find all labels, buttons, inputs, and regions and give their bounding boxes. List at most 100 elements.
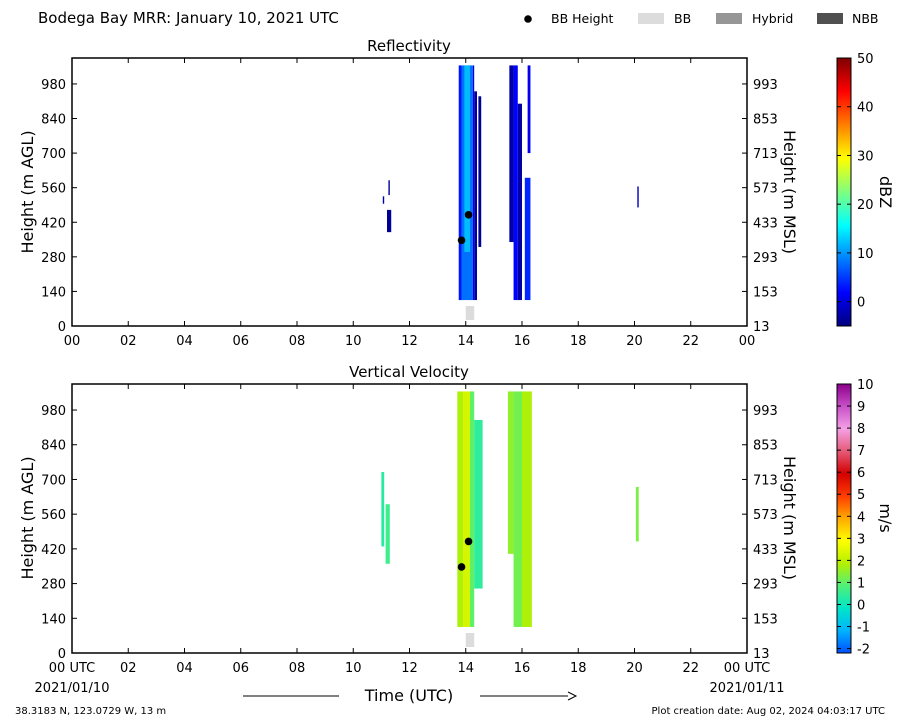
velocity-colorbar-tick-label: 4 <box>857 510 865 525</box>
reflectivity-colorbar-tick-label: 20 <box>857 198 874 213</box>
time-axis-arrowhead-icon <box>567 691 578 701</box>
velocity-y-tick-label-left: 0 <box>58 647 66 662</box>
velocity-colorbar-tick-label: 2 <box>857 554 865 569</box>
velocity-panel-title: Vertical Velocity <box>349 363 469 381</box>
velocity-y-tick-label-right: 433 <box>753 543 778 558</box>
reflectivity-y-tick-label-right: 713 <box>753 147 778 162</box>
reflectivity-y-tick-label-right: 293 <box>753 251 778 266</box>
legend: BB Height BB Hybrid NBB <box>524 11 879 26</box>
reflectivity-colorbar-tick-label: 40 <box>857 101 874 116</box>
legend-label-bb-height: BB Height <box>551 11 614 26</box>
reflectivity-x-tick-label: 22 <box>682 334 699 349</box>
velocity-x-tick-label: 02 <box>120 661 137 676</box>
velocity-x-tick-label: 14 <box>457 661 474 676</box>
reflectivity-echo-cell <box>382 196 385 204</box>
velocity-colorbar-tick-label: 8 <box>857 422 865 437</box>
velocity-y-tick-label-right: 293 <box>753 578 778 593</box>
velocity-bb-height-point <box>457 563 466 571</box>
reflectivity-echo-cell <box>472 65 475 301</box>
velocity-x-tick-label: 10 <box>345 661 362 676</box>
reflectivity-echo-cell <box>509 65 514 243</box>
velocity-x-tick-label: 00 UTC <box>724 661 770 676</box>
reflectivity-echo-cell <box>524 177 531 301</box>
velocity-echo-cell <box>462 391 470 627</box>
reflectivity-panel-title: Reflectivity <box>367 37 451 55</box>
reflectivity-plot-area <box>72 58 747 326</box>
velocity-y-tick-label-right: 993 <box>753 404 778 419</box>
end-date: 2021/01/11 <box>710 681 785 696</box>
reflectivity-left-axis-label: Height (m AGL) <box>18 130 37 253</box>
legend-label-nbb: NBB <box>852 11 879 26</box>
velocity-y-tick-label-left: 420 <box>41 543 66 558</box>
reflectivity-echo-cell <box>458 65 462 301</box>
reflectivity-x-tick-label: 00 <box>64 334 81 349</box>
reflectivity-x-tick-label: 06 <box>232 334 249 349</box>
velocity-echo-cell <box>522 391 532 627</box>
reflectivity-echo-cell <box>478 96 482 247</box>
velocity-colorbar-label: m/s <box>876 503 895 532</box>
reflectivity-y-tick-label-right: 993 <box>753 78 778 93</box>
legend-label-bb: BB <box>674 11 691 26</box>
velocity-y-tick-label-left: 980 <box>41 404 66 419</box>
velocity-x-tick-label: 16 <box>514 661 531 676</box>
reflectivity-echo-cell <box>464 65 470 252</box>
reflectivity-y-tick-label-left: 140 <box>41 285 66 300</box>
velocity-y-tick-label-left: 840 <box>41 439 66 454</box>
reflectivity-colorbar <box>836 57 852 327</box>
reflectivity-colorbar-tick-label: 30 <box>857 149 874 164</box>
velocity-colorbar <box>836 383 852 654</box>
reflectivity-x-tick-label: 04 <box>176 334 193 349</box>
velocity-echo-cell <box>469 391 475 627</box>
velocity-bb-flag <box>465 633 475 647</box>
velocity-y-tick-label-right: 713 <box>753 473 778 488</box>
reflectivity-colorbar-tick-label: 0 <box>857 296 865 311</box>
legend-swatch-nbb <box>817 13 843 24</box>
start-date: 2021/01/10 <box>35 681 110 696</box>
legend-bb-height-marker <box>524 15 532 23</box>
reflectivity-echo-cell <box>517 103 522 301</box>
velocity-colorbar-tick-label: 5 <box>857 488 865 503</box>
reflectivity-x-tick-label: 00 <box>739 334 756 349</box>
velocity-echo-cell <box>385 504 390 564</box>
reflectivity-bb-height-point <box>457 236 466 245</box>
reflectivity-y-tick-label-left: 700 <box>41 147 66 162</box>
reflectivity-y-tick-label-right: 13 <box>753 320 770 335</box>
legend-swatch-hybrid <box>716 13 742 24</box>
reflectivity-echo-cell <box>513 65 518 301</box>
station-location: 38.3183 N, 123.0729 W, 13 m <box>15 706 166 717</box>
velocity-y-tick-label-right: 853 <box>753 439 778 454</box>
reflectivity-y-tick-label-right: 433 <box>753 216 778 231</box>
velocity-echo-cell <box>457 391 463 627</box>
velocity-x-tick-label: 06 <box>232 661 249 676</box>
velocity-colorbar-tick-label: 1 <box>857 576 865 591</box>
velocity-y-tick-label-right: 13 <box>753 647 770 662</box>
velocity-echo-cell <box>381 472 385 547</box>
velocity-colorbar-tick-label: -2 <box>857 643 870 658</box>
reflectivity-colorbar-label: dBZ <box>876 176 895 208</box>
velocity-x-tick-label: 20 <box>626 661 643 676</box>
plot-creation-date: Plot creation date: Aug 02, 2024 04:03:1… <box>652 706 885 717</box>
reflectivity-y-tick-label-right: 153 <box>753 285 778 300</box>
reflectivity-y-tick-label-left: 280 <box>41 251 66 266</box>
x-axis-label: Time (UTC) <box>364 686 453 705</box>
velocity-bb-height-point <box>464 537 473 546</box>
velocity-y-tick-label-left: 140 <box>41 612 66 627</box>
reflectivity-y-tick-label-left: 560 <box>41 182 66 197</box>
reflectivity-x-tick-label: 18 <box>570 334 587 349</box>
velocity-colorbar-tick-label: 9 <box>857 400 865 415</box>
reflectivity-y-tick-label-left: 840 <box>41 113 66 128</box>
reflectivity-x-tick-label: 08 <box>289 334 306 349</box>
velocity-y-tick-label-left: 560 <box>41 508 66 523</box>
legend-label-hybrid: Hybrid <box>752 11 793 26</box>
velocity-plot-area <box>72 384 747 653</box>
reflectivity-bb-height-point <box>464 211 473 219</box>
reflectivity-x-tick-label: 14 <box>457 334 474 349</box>
reflectivity-x-tick-label: 10 <box>345 334 362 349</box>
velocity-y-tick-label-right: 573 <box>753 508 778 523</box>
reflectivity-colorbar-tick-label: 10 <box>857 247 874 262</box>
velocity-colorbar-tick-label: 6 <box>857 466 865 481</box>
reflectivity-echo-cell <box>388 180 390 196</box>
velocity-x-tick-label: 12 <box>401 661 418 676</box>
reflectivity-echo-cell <box>527 65 531 154</box>
